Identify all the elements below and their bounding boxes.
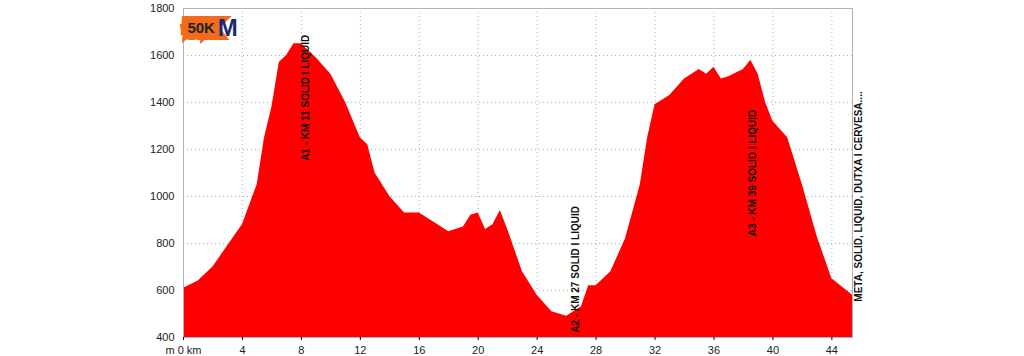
svg-text:12: 12 <box>354 344 366 356</box>
svg-text:M: M <box>218 14 238 41</box>
svg-text:600: 600 <box>156 284 174 296</box>
svg-text:4: 4 <box>239 344 245 356</box>
svg-text:1400: 1400 <box>150 96 174 108</box>
svg-text:A3 - KM 39 SOLID I LIQUID: A3 - KM 39 SOLID I LIQUID <box>746 110 757 237</box>
svg-text:1800: 1800 <box>150 2 174 14</box>
svg-text:16: 16 <box>413 344 425 356</box>
svg-text:800: 800 <box>156 237 174 249</box>
svg-text:40: 40 <box>767 344 779 356</box>
svg-text:1000: 1000 <box>150 190 174 202</box>
svg-text:META, SOLID, LIQUID, DUTXA I C: META, SOLID, LIQUID, DUTXA I CERVESA.... <box>853 91 864 302</box>
svg-text:24: 24 <box>531 344 543 356</box>
svg-text:36: 36 <box>708 344 720 356</box>
svg-text:A2 - KM 27 SOLID I LIQUID: A2 - KM 27 SOLID I LIQUID <box>570 206 581 333</box>
svg-text:32: 32 <box>649 344 661 356</box>
svg-text:50K: 50K <box>187 19 215 36</box>
svg-text:28: 28 <box>590 344 602 356</box>
svg-text:1600: 1600 <box>150 49 174 61</box>
svg-text:8: 8 <box>298 344 304 356</box>
svg-text:44: 44 <box>826 344 838 356</box>
svg-text:400: 400 <box>156 331 174 343</box>
svg-text:A1 - KM 11 SOLID I LIQUID: A1 - KM 11 SOLID I LIQUID <box>300 35 311 161</box>
svg-text:20: 20 <box>472 344 484 356</box>
svg-text:1200: 1200 <box>150 143 174 155</box>
svg-text:m 0 km: m 0 km <box>165 344 201 356</box>
